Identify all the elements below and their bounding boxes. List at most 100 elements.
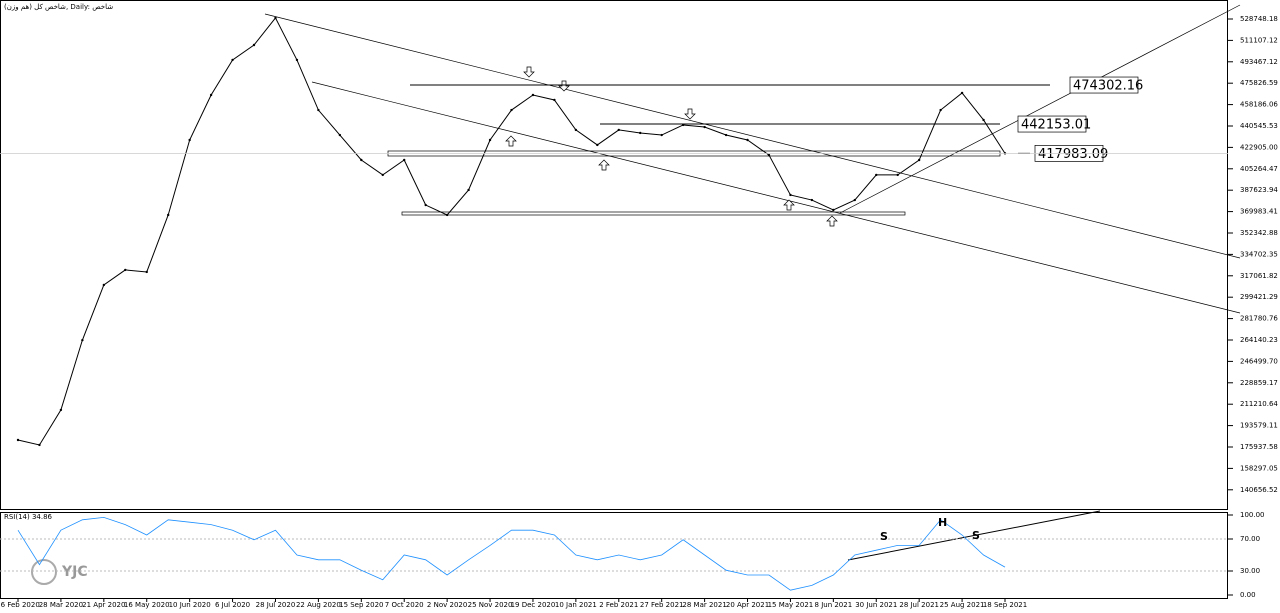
y-tick-label: 30.00 <box>1240 567 1260 575</box>
price-label-box <box>1017 115 1087 133</box>
price-line <box>17 17 1006 446</box>
x-tick-label: 2 Feb 2021 <box>599 601 638 609</box>
main-panel <box>0 0 1228 510</box>
x-tick-label: 26 Feb 2020 <box>0 601 40 609</box>
price-label-box <box>1069 76 1139 94</box>
price-point <box>81 338 84 342</box>
x-tick-label: 22 Aug 2020 <box>296 601 341 609</box>
trendline <box>839 4 1241 214</box>
arrow-up <box>826 215 838 227</box>
x-tick-label: 2 Nov 2020 <box>427 601 467 609</box>
chart-title: شاخص کل (هم وزن), Daily: شاخص <box>4 3 113 11</box>
y-tick-label: 211210.64 <box>1240 400 1278 408</box>
price-point <box>38 443 41 447</box>
y-tick-label: 299421.29 <box>1240 293 1278 301</box>
y-tick-label: 100.00 <box>1240 511 1265 519</box>
price-point <box>274 16 277 20</box>
x-tick-label: 20 Apr 2021 <box>726 601 769 609</box>
watermark-logo <box>31 559 57 585</box>
price-point <box>510 108 513 112</box>
x-tick-label: 28 Mar 2021 <box>682 601 726 609</box>
y-tick-label: 458186.06 <box>1240 101 1278 109</box>
y-tick-label: 228859.17 <box>1240 379 1278 387</box>
y-tick-label: 334702.35 <box>1240 250 1278 258</box>
x-tick-label: 25 Aug 2021 <box>940 601 985 609</box>
watermark: YJC <box>61 564 88 580</box>
y-tick-label: 387623.94 <box>1240 186 1278 194</box>
price-point <box>424 203 427 207</box>
price-point <box>59 408 63 412</box>
x-tick-label: 10 Jun 2020 <box>169 601 211 609</box>
price-point <box>810 198 814 202</box>
y-tick-label: 511107.12 <box>1240 36 1278 44</box>
x-tick-label: 16 May 2020 <box>124 601 170 609</box>
arrow-down <box>684 108 696 120</box>
price-point <box>102 283 106 287</box>
annotation: S <box>972 529 980 542</box>
price-point <box>209 93 213 97</box>
price-point <box>360 158 363 162</box>
price-point <box>403 158 406 162</box>
x-tick-label: 10 Jan 2021 <box>555 601 597 609</box>
price-point <box>553 98 556 102</box>
y-tick-label: 140656.52 <box>1240 486 1278 494</box>
price-point <box>939 108 942 112</box>
arrow-down <box>523 66 535 78</box>
x-tick-label: 30 Jun 2021 <box>855 601 897 609</box>
y-tick-label: 158297.05 <box>1240 464 1278 472</box>
price-point <box>724 133 728 137</box>
rsi-title: RSI(14) 34.86 <box>4 513 53 521</box>
price-point <box>767 153 771 157</box>
y-tick-label: 528748.18 <box>1240 15 1278 23</box>
price-point <box>531 93 535 97</box>
y-tick-label: 317061.82 <box>1240 272 1278 280</box>
x-tick-label: 8 Jun 2021 <box>815 601 853 609</box>
rsi-panel <box>0 512 1228 599</box>
price-point <box>317 108 320 112</box>
x-tick-label: 6 Jul 2020 <box>215 601 250 609</box>
x-tick-label: 19 Dec 2020 <box>511 601 556 609</box>
y-tick-label: 0.00 <box>1240 591 1256 599</box>
price-point <box>145 270 148 274</box>
price-point <box>295 58 299 62</box>
annotation: S <box>880 530 888 543</box>
y-tick-label: 246499.70 <box>1240 357 1278 365</box>
rsi-line <box>17 516 1006 591</box>
price-point <box>445 213 449 217</box>
price-point <box>660 133 663 137</box>
price-point <box>16 438 20 442</box>
price-point <box>252 43 256 47</box>
price-point <box>188 138 191 142</box>
y-tick-label: 405264.47 <box>1240 165 1278 173</box>
trendline <box>311 81 1241 314</box>
x-tick-label: 15 May 2021 <box>768 601 814 609</box>
y-tick-label: 264140.23 <box>1240 336 1278 344</box>
price-point <box>917 158 921 162</box>
price-point <box>832 208 835 212</box>
rsi-trendline <box>847 510 1101 561</box>
y-tick-label: 422905.00 <box>1240 143 1278 151</box>
price-point <box>896 173 899 177</box>
price-point <box>703 125 706 129</box>
price-point <box>231 58 234 62</box>
support-zone <box>401 211 906 216</box>
x-tick-label: 28 Jul 2020 <box>256 601 296 609</box>
price-point <box>982 118 985 122</box>
price-point <box>381 173 384 177</box>
price-point <box>166 213 170 217</box>
y-tick-label: 281780.76 <box>1240 315 1278 323</box>
trendline <box>264 13 1241 259</box>
arrow-up <box>783 199 795 211</box>
x-tick-label: 28 Mar 2020 <box>39 601 83 609</box>
arrow-down <box>558 80 570 92</box>
price-point <box>467 188 470 192</box>
price-point <box>488 138 492 142</box>
x-tick-label: 28 Jul 2021 <box>899 601 939 609</box>
arrows <box>505 66 838 227</box>
y-tick-label: 369983.41 <box>1240 208 1278 216</box>
price-label: 417983.09 <box>1038 147 1108 162</box>
y-tick-label: 193579.11 <box>1240 422 1278 430</box>
price-point <box>338 133 342 137</box>
price-point <box>875 173 878 177</box>
